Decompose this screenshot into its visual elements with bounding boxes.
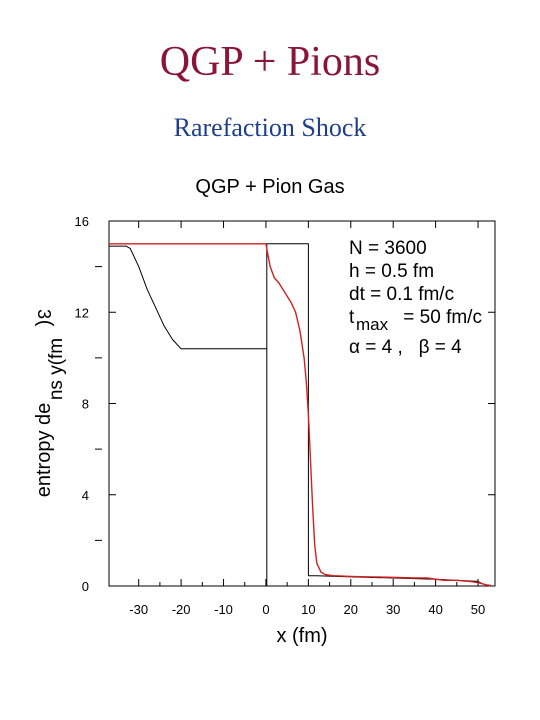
slide-title: QGP + Pions xyxy=(159,39,381,85)
series-layer xyxy=(109,243,491,587)
plot-frame xyxy=(108,220,496,587)
annotation-tmax-value: = 50 fm/c xyxy=(398,307,482,328)
y-axis-label-main: entropy de xyxy=(33,403,55,498)
x-tick-label: 30 xyxy=(386,602,400,617)
x-tick-label: 40 xyxy=(428,602,442,617)
y-axis-label-symbol: 3 xyxy=(34,309,54,319)
y-axis-label-tail: ) xyxy=(33,320,55,327)
x-tick-label: 0 xyxy=(262,602,269,617)
y-tick-label: 4 xyxy=(82,488,89,503)
y-tick-label: 0 xyxy=(82,579,89,594)
x-axis-ticks: -30 -20 -10 0 10 20 30 40 50 xyxy=(129,221,485,617)
y-tick-label: 8 xyxy=(82,397,89,412)
x-tick-label: 10 xyxy=(301,602,315,617)
x-tick-label: 50 xyxy=(471,602,485,617)
chart-title: QGP + Pion Gas xyxy=(195,176,344,198)
annotation-alpha-beta: α = 4 , β = 4 xyxy=(349,337,462,358)
annotation-n: N = 3600 xyxy=(349,238,427,259)
x-tick-label: -30 xyxy=(129,602,148,617)
y-axis-label-sub: ns y(fm xyxy=(46,338,67,400)
x-tick-label: -10 xyxy=(214,602,233,617)
annotation-h: h = 0.5 fm xyxy=(349,261,434,282)
slide-subtitle: Rarefaction Shock xyxy=(173,113,367,142)
x-tick-label: 20 xyxy=(344,602,358,617)
x-tick-label: -20 xyxy=(172,602,191,617)
annotation-dt: dt = 0.1 fm/c xyxy=(349,284,454,305)
y-tick-label: 12 xyxy=(75,305,89,320)
series-line-exact xyxy=(109,243,491,587)
series-line-sph xyxy=(109,243,491,587)
y-axis-ticks: 0 4 8 12 16 xyxy=(75,214,495,594)
annotation-max: max xyxy=(356,315,389,334)
x-axis-label: x (fm) xyxy=(276,625,327,647)
annotation-t: t xyxy=(349,307,355,328)
y-tick-label: 16 xyxy=(75,214,89,229)
